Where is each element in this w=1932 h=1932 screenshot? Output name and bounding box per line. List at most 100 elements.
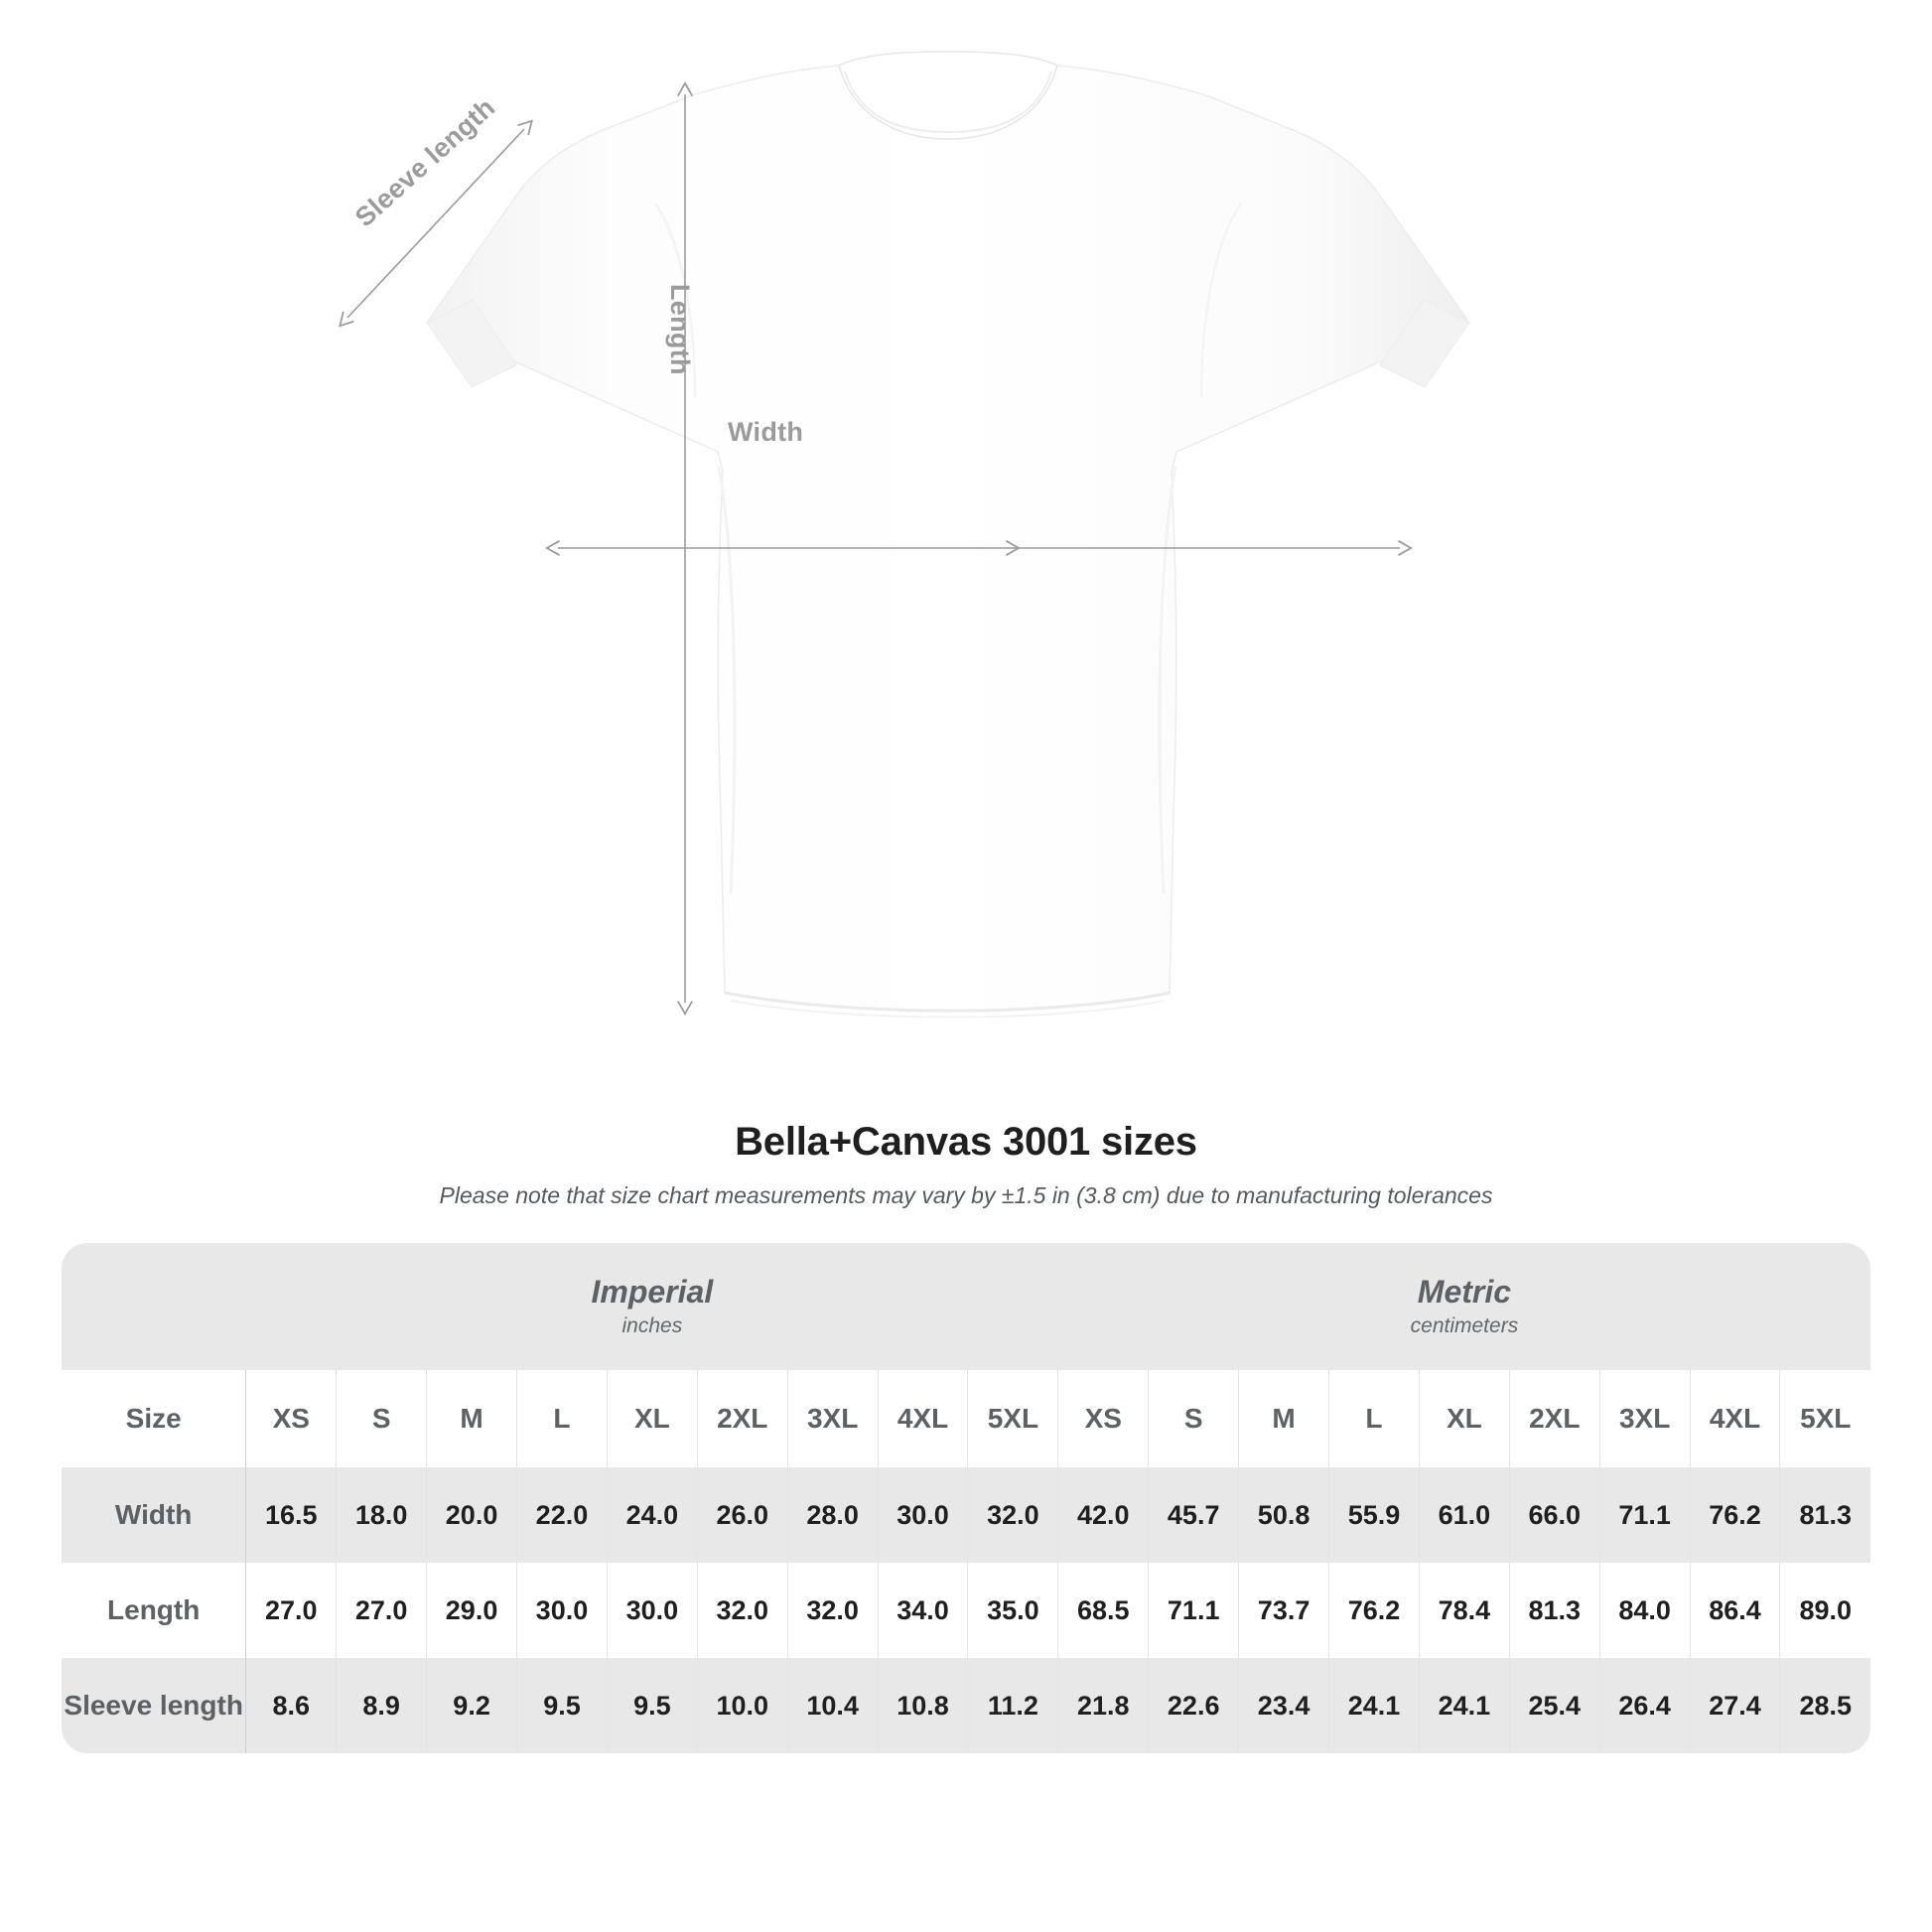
cell-sleeve-length-metric-s: 22.6 bbox=[1148, 1658, 1240, 1753]
unit-group-name: Metric bbox=[1417, 1274, 1512, 1311]
cell-length-metric-2xl: 81.3 bbox=[1509, 1563, 1600, 1658]
cell-width-imperial-2xl: 26.0 bbox=[697, 1467, 788, 1563]
cell-sleeve-length-imperial-l: 9.5 bbox=[516, 1658, 608, 1753]
unit-header-spacer bbox=[62, 1243, 246, 1370]
cell-sleeve-length-imperial-3xl: 10.4 bbox=[787, 1658, 879, 1753]
unit-group-subtitle: centimeters bbox=[1410, 1314, 1519, 1338]
size-header-metric-xl: XL bbox=[1419, 1370, 1510, 1467]
cell-sleeve-length-metric-l: 24.1 bbox=[1328, 1658, 1420, 1753]
cell-length-imperial-5xl: 35.0 bbox=[967, 1563, 1059, 1658]
cell-length-imperial-l: 30.0 bbox=[516, 1563, 608, 1658]
cell-sleeve-length-imperial-m: 9.2 bbox=[426, 1658, 518, 1753]
unit-header-row: Imperial inches Metric centimeters bbox=[62, 1243, 1870, 1370]
cell-sleeve-length-imperial-2xl: 10.0 bbox=[697, 1658, 788, 1753]
cell-length-metric-5xl: 89.0 bbox=[1779, 1563, 1870, 1658]
cell-width-imperial-xl: 24.0 bbox=[607, 1467, 698, 1563]
size-chart-container: Imperial inches Metric centimeters Size XS S M L… bbox=[62, 1243, 1870, 1753]
table-row: Length 27.0 27.0 29.0 30.0 30.0 32.0 32.0 34.0 35… bbox=[62, 1563, 1870, 1658]
size-column-header: Size bbox=[62, 1370, 247, 1467]
size-header-row: Size XS S M L XL 2XL 3XL 4XL 5XL XS S M L XL 2XL 3XL 4XL 5… bbox=[62, 1370, 1870, 1467]
unit-group-name: Imperial bbox=[591, 1274, 714, 1311]
table-row: Sleeve length 8.6 8.9 9.2 9.5 9.5 10.0 10.4 10.8… bbox=[62, 1658, 1870, 1753]
size-header-metric-xs: XS bbox=[1057, 1370, 1150, 1467]
cell-sleeve-length-imperial-xs: 8.6 bbox=[245, 1658, 338, 1753]
cell-sleeve-length-metric-3xl: 26.4 bbox=[1599, 1658, 1691, 1753]
length-label: Length bbox=[665, 284, 695, 375]
cell-width-metric-xs: 42.0 bbox=[1057, 1467, 1150, 1563]
size-header-imperial-2xl: 2XL bbox=[697, 1370, 788, 1467]
size-chart-table: Imperial inches Metric centimeters Size XS S M L… bbox=[62, 1243, 1870, 1753]
cell-length-metric-4xl: 86.4 bbox=[1690, 1563, 1781, 1658]
size-header-metric-s: S bbox=[1148, 1370, 1240, 1467]
cell-width-metric-m: 50.8 bbox=[1238, 1467, 1330, 1563]
sleeve-guide-line bbox=[339, 119, 533, 328]
size-header-metric-2xl: 2XL bbox=[1509, 1370, 1600, 1467]
cell-sleeve-length-metric-4xl: 27.4 bbox=[1690, 1658, 1781, 1753]
unit-group-imperial: Imperial inches bbox=[245, 1243, 1058, 1370]
cell-length-imperial-3xl: 32.0 bbox=[787, 1563, 879, 1658]
size-header-imperial-4xl: 4XL bbox=[878, 1370, 969, 1467]
size-header-metric-m: M bbox=[1238, 1370, 1330, 1467]
size-header-imperial-xl: XL bbox=[607, 1370, 698, 1467]
cell-sleeve-length-metric-5xl: 28.5 bbox=[1779, 1658, 1870, 1753]
shirt-body-shape bbox=[425, 51, 1471, 1019]
size-header-metric-5xl: 5XL bbox=[1779, 1370, 1870, 1467]
size-header-metric-3xl: 3XL bbox=[1599, 1370, 1691, 1467]
size-header-imperial-s: S bbox=[336, 1370, 428, 1467]
cell-length-imperial-xs: 27.0 bbox=[245, 1563, 338, 1658]
tolerance-note: Please note that size chart measurements… bbox=[439, 1182, 1493, 1208]
size-header-metric-4xl: 4XL bbox=[1690, 1370, 1781, 1467]
cell-width-imperial-4xl: 30.0 bbox=[878, 1467, 969, 1563]
width-label: Width bbox=[728, 417, 804, 447]
size-header-imperial-3xl: 3XL bbox=[787, 1370, 879, 1467]
cell-sleeve-length-imperial-xl: 9.5 bbox=[607, 1658, 698, 1753]
size-header-metric-l: L bbox=[1328, 1370, 1420, 1467]
cell-width-imperial-5xl: 32.0 bbox=[967, 1467, 1059, 1563]
row-label-sleeve-length: Sleeve length bbox=[62, 1658, 247, 1753]
cell-sleeve-length-metric-xs: 21.8 bbox=[1057, 1658, 1150, 1753]
title-block: Bella+Canvas 3001 sizes Please note that… bbox=[0, 1112, 1932, 1209]
cell-width-imperial-xs: 16.5 bbox=[245, 1467, 338, 1563]
cell-length-metric-s: 71.1 bbox=[1148, 1563, 1240, 1658]
cell-length-metric-m: 73.7 bbox=[1238, 1563, 1330, 1658]
size-header-imperial-l: L bbox=[516, 1370, 608, 1467]
row-label-length: Length bbox=[62, 1563, 247, 1658]
unit-group-subtitle: inches bbox=[621, 1314, 683, 1338]
cell-width-metric-xl: 61.0 bbox=[1419, 1467, 1510, 1563]
cell-length-metric-xs: 68.5 bbox=[1057, 1563, 1150, 1658]
cell-sleeve-length-imperial-5xl: 11.2 bbox=[967, 1658, 1059, 1753]
cell-width-imperial-s: 18.0 bbox=[336, 1467, 428, 1563]
measurement-guides bbox=[339, 81, 1413, 1016]
cell-width-metric-4xl: 76.2 bbox=[1690, 1467, 1781, 1563]
cell-length-imperial-m: 29.0 bbox=[426, 1563, 518, 1658]
cell-length-imperial-xl: 30.0 bbox=[607, 1563, 698, 1658]
cell-length-metric-xl: 78.4 bbox=[1419, 1563, 1510, 1658]
cell-width-imperial-l: 22.0 bbox=[516, 1467, 608, 1563]
cell-sleeve-length-imperial-s: 8.9 bbox=[336, 1658, 428, 1753]
cell-length-metric-3xl: 84.0 bbox=[1599, 1563, 1691, 1658]
cell-width-metric-5xl: 81.3 bbox=[1779, 1467, 1870, 1563]
cell-length-imperial-4xl: 34.0 bbox=[878, 1563, 969, 1658]
cell-width-metric-l: 55.9 bbox=[1328, 1467, 1420, 1563]
unit-group-metric: Metric centimeters bbox=[1057, 1243, 1870, 1370]
size-header-imperial-m: M bbox=[426, 1370, 518, 1467]
cell-sleeve-length-metric-2xl: 25.4 bbox=[1509, 1658, 1600, 1753]
page-title: Bella+Canvas 3001 sizes bbox=[735, 1120, 1197, 1164]
cell-width-imperial-m: 20.0 bbox=[426, 1467, 518, 1563]
tshirt-drawing bbox=[339, 51, 1471, 1019]
size-header-imperial-5xl: 5XL bbox=[967, 1370, 1059, 1467]
table-row: Width 16.5 18.0 20.0 22.0 24.0 26.0 28.0 30.0 32.… bbox=[62, 1467, 1870, 1563]
cell-width-metric-s: 45.7 bbox=[1148, 1467, 1240, 1563]
cell-sleeve-length-metric-xl: 24.1 bbox=[1419, 1658, 1510, 1753]
cell-width-metric-3xl: 71.1 bbox=[1599, 1467, 1691, 1563]
cell-width-metric-2xl: 66.0 bbox=[1509, 1467, 1600, 1563]
cell-width-imperial-3xl: 28.0 bbox=[787, 1467, 879, 1563]
row-label-width: Width bbox=[62, 1467, 247, 1563]
tshirt-illustration: Sleeve length Length Width bbox=[339, 51, 1471, 1019]
cell-length-metric-l: 76.2 bbox=[1328, 1563, 1420, 1658]
cell-length-imperial-2xl: 32.0 bbox=[697, 1563, 788, 1658]
cell-sleeve-length-imperial-4xl: 10.8 bbox=[878, 1658, 969, 1753]
cell-sleeve-length-metric-m: 23.4 bbox=[1238, 1658, 1330, 1753]
size-header-imperial-xs: XS bbox=[245, 1370, 338, 1467]
cell-length-imperial-s: 27.0 bbox=[336, 1563, 428, 1658]
